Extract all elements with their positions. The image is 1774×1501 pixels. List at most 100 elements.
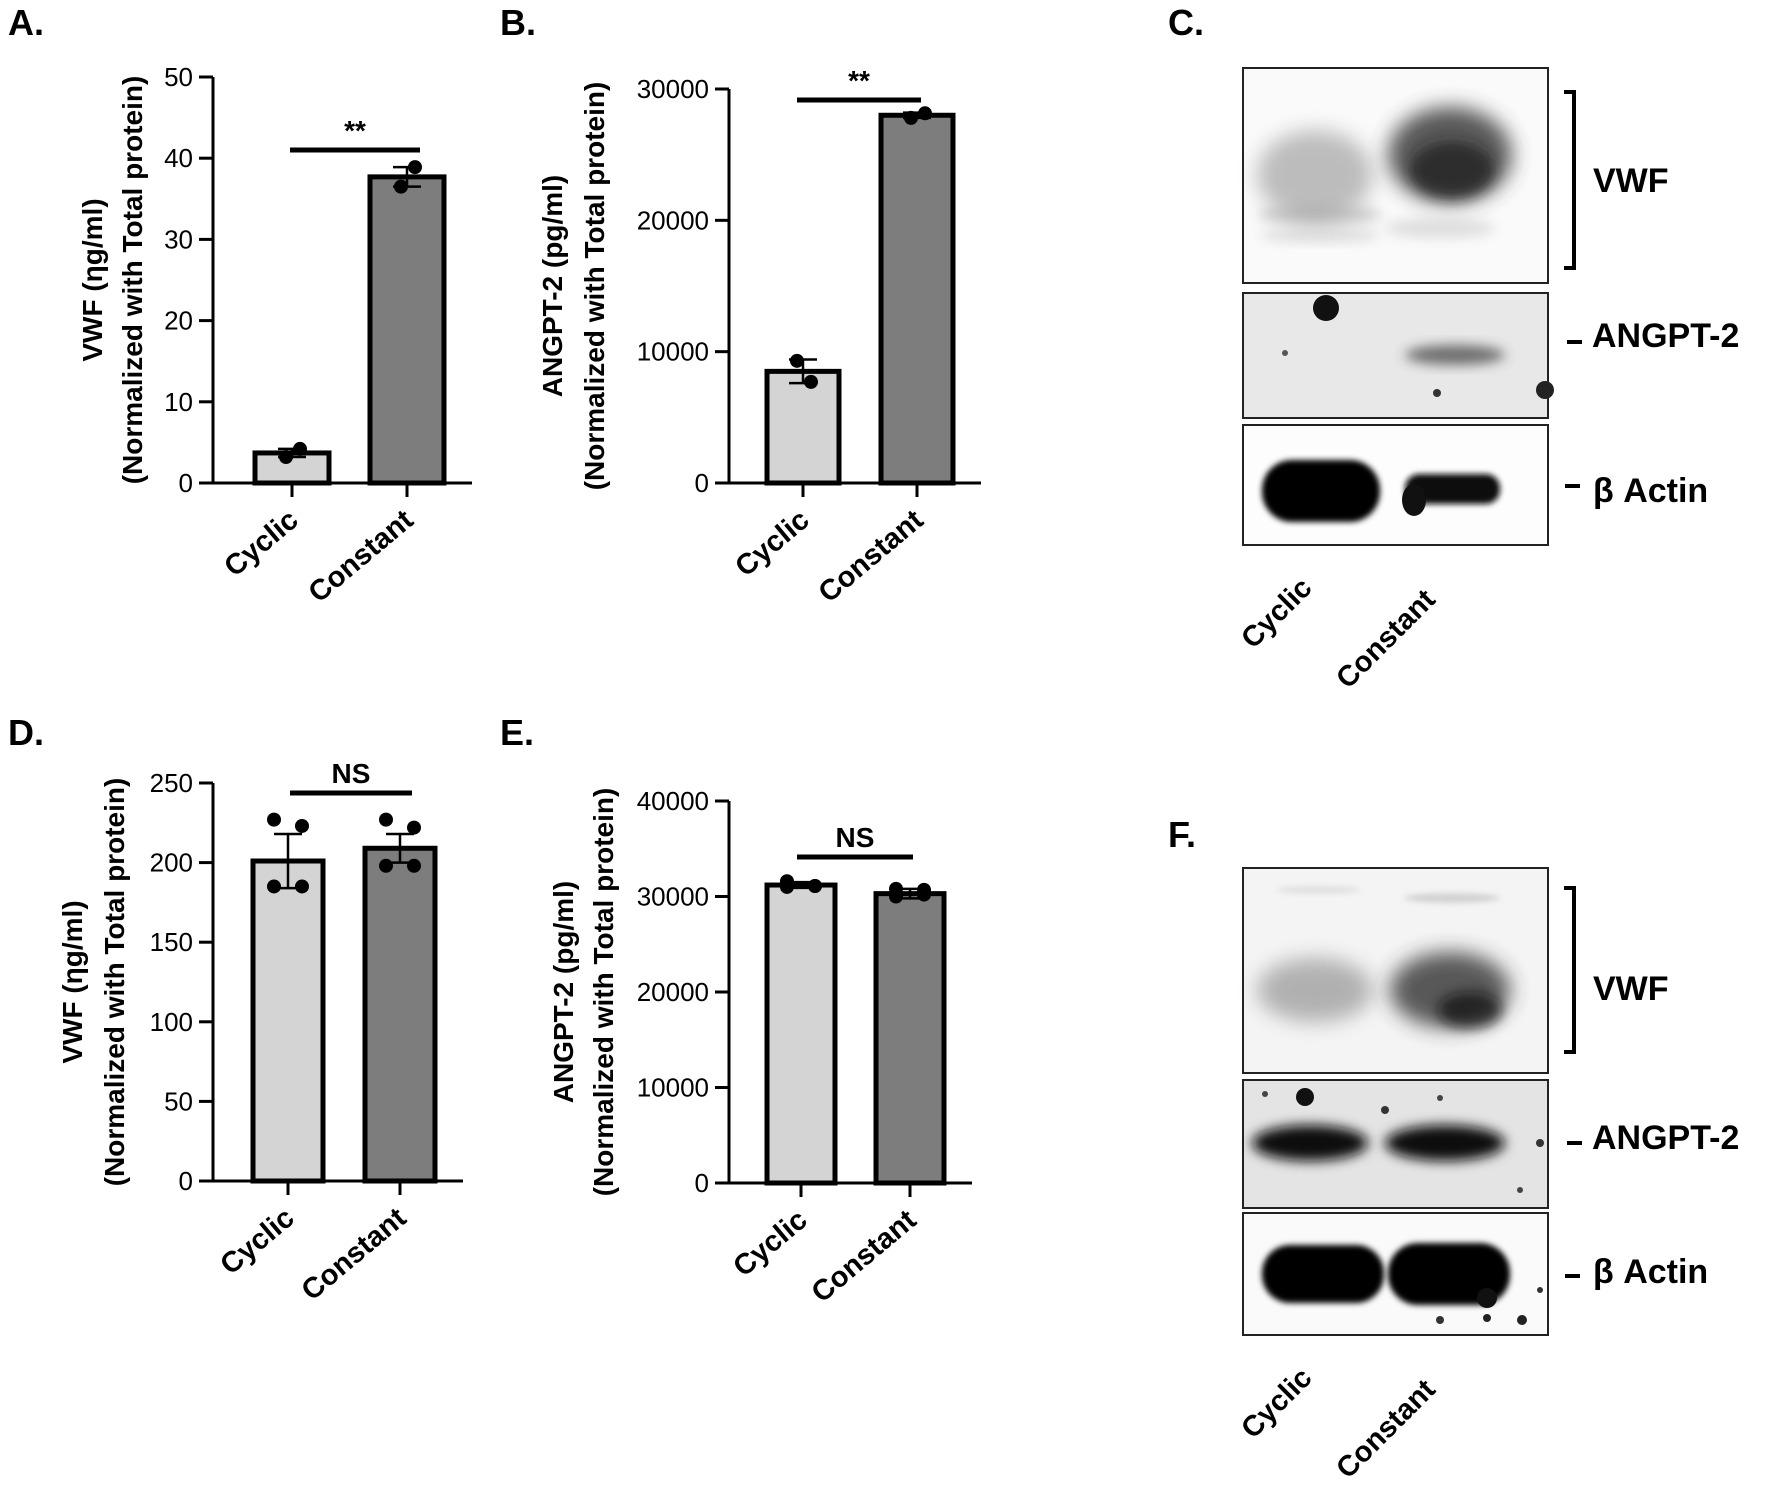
y-axis-label: VWF (ηg/ml)	[77, 198, 108, 361]
data-point	[889, 881, 903, 896]
y-tick-label: 50	[164, 62, 193, 92]
panel-letter: D.	[8, 712, 44, 753]
y-tick-label: 10000	[637, 1073, 709, 1103]
y-tick-label: 0	[179, 468, 193, 498]
blot-bands-vwf	[1257, 107, 1512, 242]
x-category-label: Cyclic	[727, 1204, 813, 1283]
band-label-angpt2: ANGPT-2	[1592, 1119, 1739, 1157]
chart-panel-b: B. 0 10000 20000 30000 ANGPT-2 (pg/ml) (Normal…	[500, 2, 981, 609]
y-tick-label: 10	[164, 387, 193, 417]
band-label-actin: β Actin	[1593, 472, 1708, 510]
significance-label: NS	[332, 758, 371, 789]
blot-strip-angpt2	[1242, 1079, 1549, 1209]
blot-bands-angpt2	[1252, 1088, 1544, 1193]
blot-strip-actin	[1242, 424, 1549, 546]
data-point	[918, 106, 932, 121]
bar	[362, 845, 438, 1184]
y-tick-label: 150	[150, 927, 193, 957]
band-label-angpt2: ANGPT-2	[1592, 317, 1739, 355]
data-point	[804, 374, 818, 389]
y-tick-label: 50	[164, 1086, 193, 1116]
y-axis-label: ANGPT-2 (pg/ml)	[548, 881, 579, 1103]
y-tick-label: 0	[695, 1168, 709, 1198]
significance-label: NS	[836, 822, 875, 853]
panel-letter-c: C.	[1168, 2, 1204, 43]
blot-strip-angpt2	[1242, 292, 1554, 419]
y-axis-label-sub: (Normalized with Total protein)	[99, 778, 130, 1187]
chart-panel-d: D. 0 50 100 150 200 250 VWF (ηg/ml) (Normalized …	[8, 712, 463, 1307]
y-tick-label: 20000	[637, 977, 709, 1007]
chart-panel-a: A. 0 10 20 30 40 50 VWF (ηg/ml) (Normalized with…	[8, 2, 472, 609]
x-category-label: Constant	[296, 1202, 413, 1308]
chart-panel-e: E. 0 10000 20000 30000 40000 ANGPT-2 (pg/ml) (N…	[500, 712, 972, 1309]
y-tick-label: 10000	[637, 337, 709, 367]
blot-bands-angpt2	[1282, 295, 1554, 399]
y-tick-label: 0	[179, 1166, 193, 1196]
x-category-label: Constant	[806, 1204, 923, 1310]
y-tick-label: 40000	[637, 786, 709, 816]
y-axis-label-sub: (Normalized with Total protein)	[588, 788, 619, 1197]
data-point	[279, 450, 293, 465]
y-tick-label: 40	[164, 143, 193, 173]
bar	[764, 368, 842, 486]
band-label-actin: β Actin	[1593, 1253, 1708, 1291]
lane-label-constant: Constant	[1330, 1373, 1442, 1485]
significance-label: **	[344, 115, 366, 146]
blot-bands-actin	[1262, 1243, 1543, 1325]
bar	[367, 174, 447, 486]
data-point	[780, 879, 794, 894]
data-point	[267, 812, 281, 827]
y-tick-label: 30000	[637, 882, 709, 912]
data-point	[790, 353, 804, 368]
western-blot-panel-c: C.	[1168, 2, 1739, 695]
y-axis-label-sub: (Normalized with Total protein)	[117, 76, 148, 485]
data-point	[293, 441, 307, 456]
y-tick-label: 30	[164, 224, 193, 254]
blot-bands-vwf	[1257, 886, 1510, 1028]
x-category-label: Constant	[813, 504, 930, 610]
bracket-vwf	[1564, 886, 1576, 1054]
y-axis-label-sub: (Normalized with Total protein)	[579, 82, 610, 491]
lane-label-cyclic: Cyclic	[1235, 572, 1318, 655]
blot-strip-vwf	[1242, 67, 1549, 284]
y-tick-label: 20000	[637, 205, 709, 235]
significance-label: **	[848, 65, 870, 96]
y-tick-label: 250	[150, 768, 193, 798]
western-blot-panel-f: F.	[1168, 814, 1739, 1485]
x-category-label: Cyclic	[729, 504, 815, 583]
data-point	[379, 812, 393, 827]
panel-letter: E.	[500, 712, 534, 753]
x-category-label: Cyclic	[214, 1202, 300, 1281]
data-point	[407, 858, 421, 873]
panel-letter: A.	[8, 2, 44, 43]
data-point	[917, 887, 931, 902]
blot-bands-actin	[1262, 460, 1500, 522]
bar	[250, 858, 326, 1184]
blot-strip-vwf	[1242, 867, 1549, 1074]
data-point	[267, 879, 281, 894]
blot-strip-actin	[1242, 1212, 1549, 1336]
y-tick-label: 30000	[637, 74, 709, 104]
panel-letter: B.	[500, 2, 536, 43]
bar	[873, 891, 947, 1186]
band-label-vwf: VWF	[1593, 162, 1669, 200]
bar	[764, 882, 838, 1186]
bracket-vwf	[1564, 90, 1576, 270]
band-label-vwf: VWF	[1593, 970, 1669, 1008]
x-category-label: Cyclic	[218, 504, 304, 583]
data-point	[295, 818, 309, 833]
y-tick-label: 200	[150, 848, 193, 878]
y-tick-label: 0	[695, 468, 709, 498]
data-point	[295, 879, 309, 894]
data-point	[408, 160, 422, 175]
bar	[878, 112, 956, 486]
lane-label-constant: Constant	[1330, 583, 1442, 695]
x-category-label: Constant	[303, 504, 420, 610]
y-axis-label: ANGPT-2 (pg/ml)	[537, 175, 568, 397]
data-point	[407, 820, 421, 835]
y-tick-label: 20	[164, 306, 193, 336]
y-tick-label: 100	[150, 1007, 193, 1037]
data-point	[904, 110, 918, 125]
data-point	[379, 858, 393, 873]
